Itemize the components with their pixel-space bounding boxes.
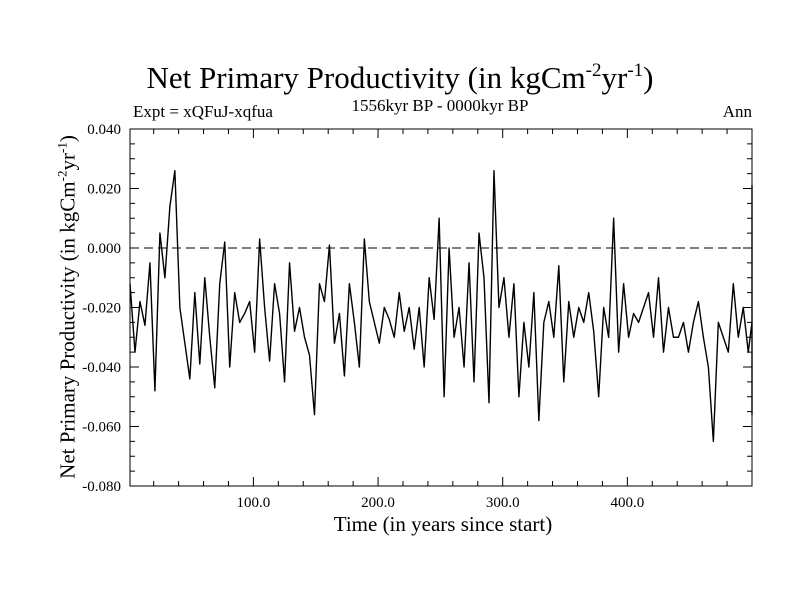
y-tick-label: 0.040 (87, 122, 121, 138)
season-label: Ann (722, 102, 752, 121)
title-text-mid: yr (601, 60, 628, 95)
title-text-end: ) (643, 60, 654, 95)
y-tick-label: 0.000 (87, 241, 121, 257)
y-tick-label: -0.020 (82, 301, 121, 317)
x-tick-label: 400.0 (610, 495, 644, 511)
y-tick-label: -0.060 (82, 420, 121, 436)
axis-ticks: -0.080 -0.060 -0.040 -0.020 0.000 0.020 0.040 1… (82, 122, 752, 511)
series-npp (129, 169, 753, 443)
x-axis-label: Time (in years since start) (333, 512, 553, 536)
ylabel-text-end: ) (55, 135, 80, 143)
ylabel-superscript-1: -2 (54, 170, 70, 182)
y-axis-label: Net Primary Productivity (in kgCm-2yr-1) (54, 135, 80, 479)
ylabel-text: Net Primary Productivity (in kgCm (55, 181, 80, 479)
chart-title: Net Primary Productivity (in kgCm-2yr-1) (0, 60, 800, 95)
ylabel-superscript-2: -1 (54, 142, 70, 154)
title-superscript-1: -2 (585, 60, 602, 81)
y-tick-label: -0.080 (82, 479, 121, 495)
period-label: 1556kyr BP - 0000kyr BP (351, 96, 529, 115)
npp-series-line (129, 169, 753, 443)
y-tick-label: -0.040 (82, 360, 121, 376)
y-tick-label: 0.020 (87, 182, 121, 198)
x-tick-label: 100.0 (237, 495, 271, 511)
x-tick-label: 300.0 (486, 495, 520, 511)
ylabel-text-mid: yr (55, 153, 80, 171)
x-tick-label: 200.0 (361, 495, 395, 511)
title-text: Net Primary Productivity (in kgCm (146, 60, 586, 95)
experiment-label: Expt = xQFuJ-xqfua (133, 102, 273, 121)
title-superscript-2: -1 (627, 60, 644, 81)
